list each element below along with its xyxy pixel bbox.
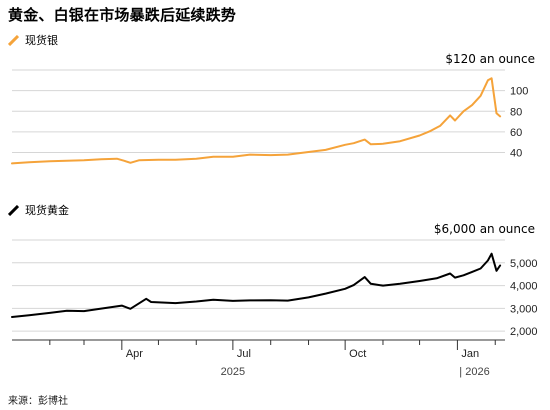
x-tick-label: Oct: [349, 348, 366, 360]
x-year-label: 2025: [221, 366, 245, 378]
x-tick-label: Apr: [126, 348, 143, 360]
gold-line-icon: [8, 204, 19, 216]
gold-ytick-label: 3,000: [510, 303, 538, 315]
x-tick-label: Jan: [461, 348, 479, 360]
silver-ytick-label: 80: [510, 106, 522, 118]
silver-line-icon: [8, 34, 19, 46]
x-year-label: | 2026: [459, 366, 489, 378]
legend-gold-label: 现货黄金: [25, 204, 69, 217]
source-note: 来源：彭博社: [8, 396, 68, 407]
gold-ytick-label: 5,000: [510, 258, 538, 270]
silver-ytick-label: 100: [510, 86, 528, 98]
silver-series-line: [11, 77, 502, 165]
legend-gold: 现货黄金: [8, 202, 69, 218]
chart-title: 黄金、白银在市场暴跌后延续跌势: [8, 6, 237, 24]
gold-series-line: [11, 252, 502, 318]
legend-silver-label: 现货银: [25, 34, 58, 47]
gold-ytick-label: 2,000: [510, 326, 538, 338]
silver-unit-label: $120 an ounce: [445, 52, 535, 66]
x-tick-label: Jul: [237, 348, 251, 360]
silver-ytick-label: 40: [510, 148, 522, 160]
silver-ytick-label: 60: [510, 127, 522, 139]
legend-silver: 现货银: [8, 32, 58, 48]
gold-ytick-label: 4,000: [510, 281, 538, 293]
gold-unit-label: $6,000 an ounce: [433, 222, 535, 236]
